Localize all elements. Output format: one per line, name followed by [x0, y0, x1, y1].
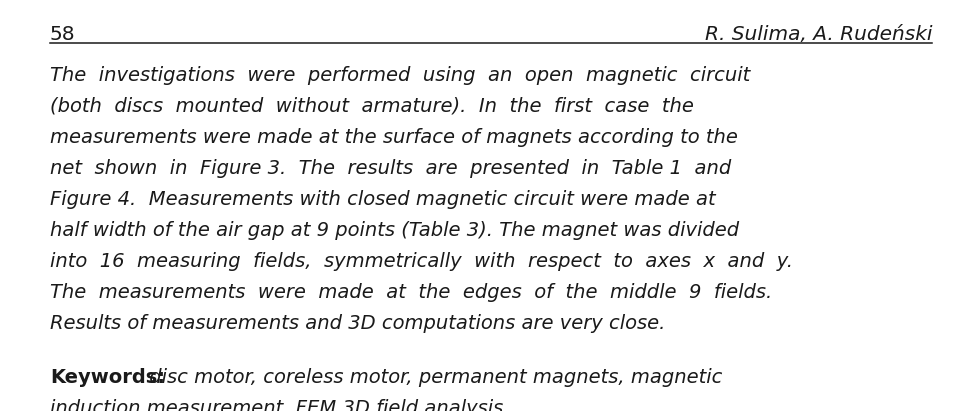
Text: (both  discs  mounted  without  armature).  In  the  first  case  the: (both discs mounted without armature). I…: [50, 97, 693, 116]
Text: Results of measurements and 3D computations are very close.: Results of measurements and 3D computati…: [50, 314, 666, 333]
Text: half width of the air gap at 9 points (Table 3). The magnet was divided: half width of the air gap at 9 points (T…: [50, 221, 739, 240]
Text: Figure 4.  Measurements with closed magnetic circuit were made at: Figure 4. Measurements with closed magne…: [50, 190, 715, 209]
Text: measurements were made at the surface of magnets according to the: measurements were made at the surface of…: [50, 128, 737, 147]
Text: into  16  measuring  fields,  symmetrically  with  respect  to  axes  x  and  y.: into 16 measuring fields, symmetrically …: [50, 252, 793, 271]
Text: The  investigations  were  performed  using  an  open  magnetic  circuit: The investigations were performed using …: [50, 66, 750, 85]
Text: 58: 58: [50, 25, 76, 44]
Text: Keywords:: Keywords:: [50, 368, 165, 387]
Text: disc motor, coreless motor, permanent magnets, magnetic: disc motor, coreless motor, permanent ma…: [143, 368, 722, 387]
Text: R. Sulima, A. Rudeński: R. Sulima, A. Rudeński: [705, 25, 932, 44]
Text: induction measurement, FEM 3D field analysis: induction measurement, FEM 3D field anal…: [50, 399, 503, 411]
Text: The  measurements  were  made  at  the  edges  of  the  middle  9  fields.: The measurements were made at the edges …: [50, 283, 772, 302]
Text: net  shown  in  Figure 3.  The  results  are  presented  in  Table 1  and: net shown in Figure 3. The results are p…: [50, 159, 731, 178]
